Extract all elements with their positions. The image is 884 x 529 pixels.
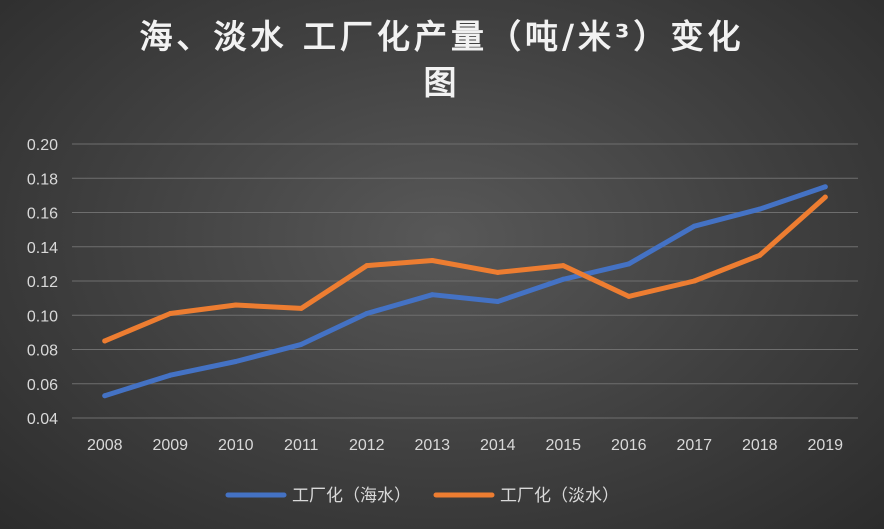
y-tick-label: 0.12 (27, 274, 58, 291)
chart-title-line-1: 海、淡水 工厂化产量（吨/米³）变化 (139, 17, 745, 56)
x-tick-label: 2015 (545, 437, 581, 454)
data-point (822, 184, 828, 190)
x-tick-label: 2014 (480, 437, 516, 454)
data-point (560, 263, 566, 269)
series-lines (102, 184, 828, 399)
data-point (560, 276, 566, 282)
legend-label: 工厂化（海水） (292, 486, 411, 506)
data-point (691, 223, 697, 229)
data-point (626, 293, 632, 299)
y-tick-label: 0.18 (27, 171, 58, 188)
data-point (757, 206, 763, 212)
legend-item: 工厂化（淡水） (433, 486, 619, 506)
x-axis-tick-labels: 2008 2009 2010 2011 2012 2013 2014 2015 2016 2017… (87, 437, 843, 454)
data-point (167, 311, 173, 317)
data-point (691, 278, 697, 284)
data-point (429, 257, 435, 263)
x-tick-label: 2008 (87, 437, 123, 454)
x-tick-label: 2010 (218, 437, 254, 454)
data-point (233, 358, 239, 364)
legend-label: 工厂化（淡水） (500, 486, 619, 506)
x-tick-label: 2012 (349, 437, 385, 454)
data-point (298, 305, 304, 311)
data-point (626, 261, 632, 267)
y-tick-label: 0.14 (27, 240, 58, 257)
data-point (102, 393, 108, 399)
y-tick-label: 0.16 (27, 206, 58, 223)
chart-title: 海、淡水 工厂化产量（吨/米³）变化 图 (0, 14, 884, 106)
chart-title-line-2: 图 (423, 63, 461, 102)
series-line-1 (102, 184, 828, 399)
gridlines (72, 143, 858, 419)
data-point (364, 263, 370, 269)
x-tick-label: 2019 (807, 437, 843, 454)
data-point (429, 292, 435, 298)
y-tick-label: 0.04 (27, 411, 58, 428)
data-point (102, 338, 108, 344)
x-tick-label: 2016 (611, 437, 647, 454)
x-tick-label: 2018 (742, 437, 778, 454)
x-tick-label: 2013 (414, 437, 450, 454)
data-point (495, 269, 501, 275)
data-point (298, 341, 304, 347)
data-point (495, 299, 501, 305)
x-tick-label: 2009 (152, 437, 188, 454)
y-tick-label: 0.06 (27, 377, 58, 394)
series-line-2 (102, 194, 828, 344)
legend: 工厂化（海水） 工厂化（淡水） (225, 486, 619, 506)
y-tick-label: 0.10 (27, 308, 58, 325)
x-tick-label: 2017 (676, 437, 712, 454)
x-tick-label: 2011 (284, 437, 319, 454)
y-tick-label: 0.20 (27, 137, 58, 154)
legend-item: 工厂化（海水） (225, 486, 411, 506)
data-point (822, 194, 828, 200)
data-point (364, 311, 370, 317)
y-axis-tick-labels: 0.04 0.06 0.08 0.10 0.12 0.14 0.16 0.18 0.20 (27, 137, 58, 428)
data-point (233, 302, 239, 308)
data-point (757, 252, 763, 258)
data-point (167, 372, 173, 378)
y-tick-label: 0.08 (27, 343, 58, 360)
